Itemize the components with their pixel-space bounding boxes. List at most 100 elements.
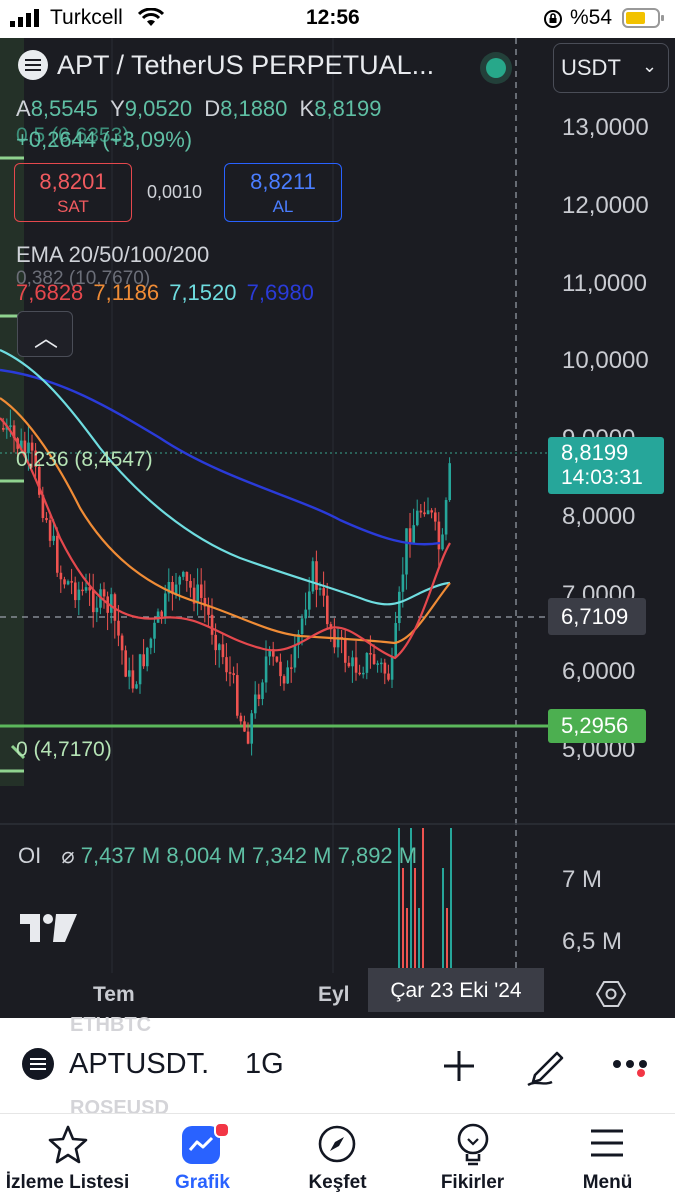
buy-button[interactable]: 8,8211 AL <box>224 163 342 222</box>
price-chart[interactable] <box>0 38 675 1018</box>
notification-dot <box>214 1122 230 1138</box>
candle <box>135 684 138 689</box>
candle <box>124 650 127 677</box>
candle <box>149 638 153 648</box>
oi-legend[interactable]: OI ⌀ 7,437 M 8,004 M 7,342 M 7,892 M <box>18 843 418 868</box>
ema-title[interactable]: EMA 20/50/100/200 <box>16 242 210 267</box>
wifi-icon <box>138 8 164 26</box>
candle <box>390 656 394 680</box>
candle <box>171 581 174 594</box>
chart-area[interactable]: APT / TetherUS PERPETUAL... USDT ⌄ A8,55… <box>0 38 675 1018</box>
candle <box>41 494 45 518</box>
oi-bar <box>410 828 412 973</box>
candle <box>354 657 358 673</box>
battery-percent: %54 <box>570 6 613 29</box>
collapse-button[interactable]: ︿ <box>17 311 73 357</box>
candle <box>232 673 235 676</box>
candle <box>174 584 178 594</box>
tab-label: Menü <box>582 1172 633 1193</box>
fib-236-label: 0,236 (8,4547) <box>16 448 153 471</box>
orientation-lock-icon <box>544 10 562 28</box>
candle <box>185 571 189 581</box>
tab-explore[interactable]: Keşfet <box>270 1114 405 1201</box>
tab-label: Grafik <box>175 1172 230 1193</box>
ema-100-value: 7,1520 <box>169 280 237 305</box>
add-icon[interactable] <box>441 1048 477 1084</box>
apt-symbol-icon <box>22 1048 54 1080</box>
candle <box>66 581 70 585</box>
ema-20-value: 7,6828 <box>16 280 84 305</box>
change-ghost: 0,5 (6,6353) <box>16 124 130 147</box>
tab-label: İzleme Listesi <box>5 1172 130 1193</box>
price-tick: 12,0000 <box>562 192 649 219</box>
candle <box>430 510 433 513</box>
draw-pen-icon[interactable] <box>526 1044 566 1088</box>
candle <box>290 667 293 669</box>
star-icon <box>48 1125 88 1164</box>
tab-ideas[interactable]: Fikirler <box>405 1114 540 1201</box>
candle <box>95 607 99 613</box>
more-icon[interactable] <box>612 1056 652 1078</box>
currency-select[interactable]: USDT ⌄ <box>553 43 669 93</box>
chevron-up-icon: ︿ <box>34 325 58 352</box>
candle <box>326 595 329 625</box>
sell-button[interactable]: 8,8201 SAT <box>14 163 132 222</box>
candle <box>304 609 307 619</box>
candle <box>246 731 250 744</box>
symbol-toolbar: ETHBTC ROSEUSD APTUSDT. 1G <box>0 1014 675 1119</box>
candle <box>426 510 430 515</box>
symbol-title[interactable]: APT / TetherUS PERPETUAL... <box>57 50 435 80</box>
candle <box>207 606 210 615</box>
candle <box>120 635 124 651</box>
settings-hexagon-icon[interactable] <box>596 979 626 1009</box>
ema-ghost: 0,382 (10,7670) <box>16 268 151 289</box>
oi-bar <box>406 908 408 973</box>
candle <box>218 644 221 651</box>
candle <box>70 581 73 583</box>
candle <box>344 638 347 663</box>
oi-bar <box>442 868 444 973</box>
candle <box>275 656 279 662</box>
candle <box>210 614 214 635</box>
candle <box>110 594 113 613</box>
candle <box>84 587 88 591</box>
candle <box>282 676 286 684</box>
candle <box>380 662 383 665</box>
candle <box>23 440 27 454</box>
candle <box>387 673 390 680</box>
candle <box>203 597 207 607</box>
candle <box>56 535 59 573</box>
oi-bar <box>402 868 404 973</box>
candle <box>336 636 340 648</box>
ghost-list-item: ETHBTC <box>70 1014 152 1036</box>
candle <box>297 634 300 646</box>
candle <box>383 662 387 674</box>
crosshair-date-badge: Çar 23 Eki '24 <box>368 968 544 1012</box>
price-tick: 13,0000 <box>562 114 649 141</box>
candle <box>376 663 379 665</box>
candle <box>437 521 441 550</box>
tab-menu[interactable]: Menü <box>540 1114 675 1201</box>
price-tick: 8,0000 <box>562 503 636 530</box>
candle <box>394 623 397 657</box>
tab-chart[interactable]: Grafik <box>135 1114 270 1201</box>
candle <box>45 517 48 521</box>
price-tick: 11,0000 <box>562 270 647 297</box>
candle <box>27 442 30 454</box>
candle <box>228 672 232 674</box>
oi-tick: 6,5 M <box>562 928 623 955</box>
candle <box>423 512 426 515</box>
candle <box>347 662 351 667</box>
candle <box>38 466 41 495</box>
interval-select[interactable]: 1G <box>245 1048 284 1080</box>
oi-bar <box>418 908 420 973</box>
candle <box>117 620 120 636</box>
battery-icon <box>622 8 664 28</box>
symbol-name[interactable]: APTUSDT. <box>69 1048 210 1080</box>
candle <box>138 654 142 685</box>
candle <box>236 675 239 716</box>
ohlc-row: A8,5545 Y9,0520 D8,1880 K8,8199 <box>16 96 382 121</box>
tab-watchlist[interactable]: İzleme Listesi <box>0 1114 135 1201</box>
candle <box>5 426 9 430</box>
candle <box>286 667 289 684</box>
